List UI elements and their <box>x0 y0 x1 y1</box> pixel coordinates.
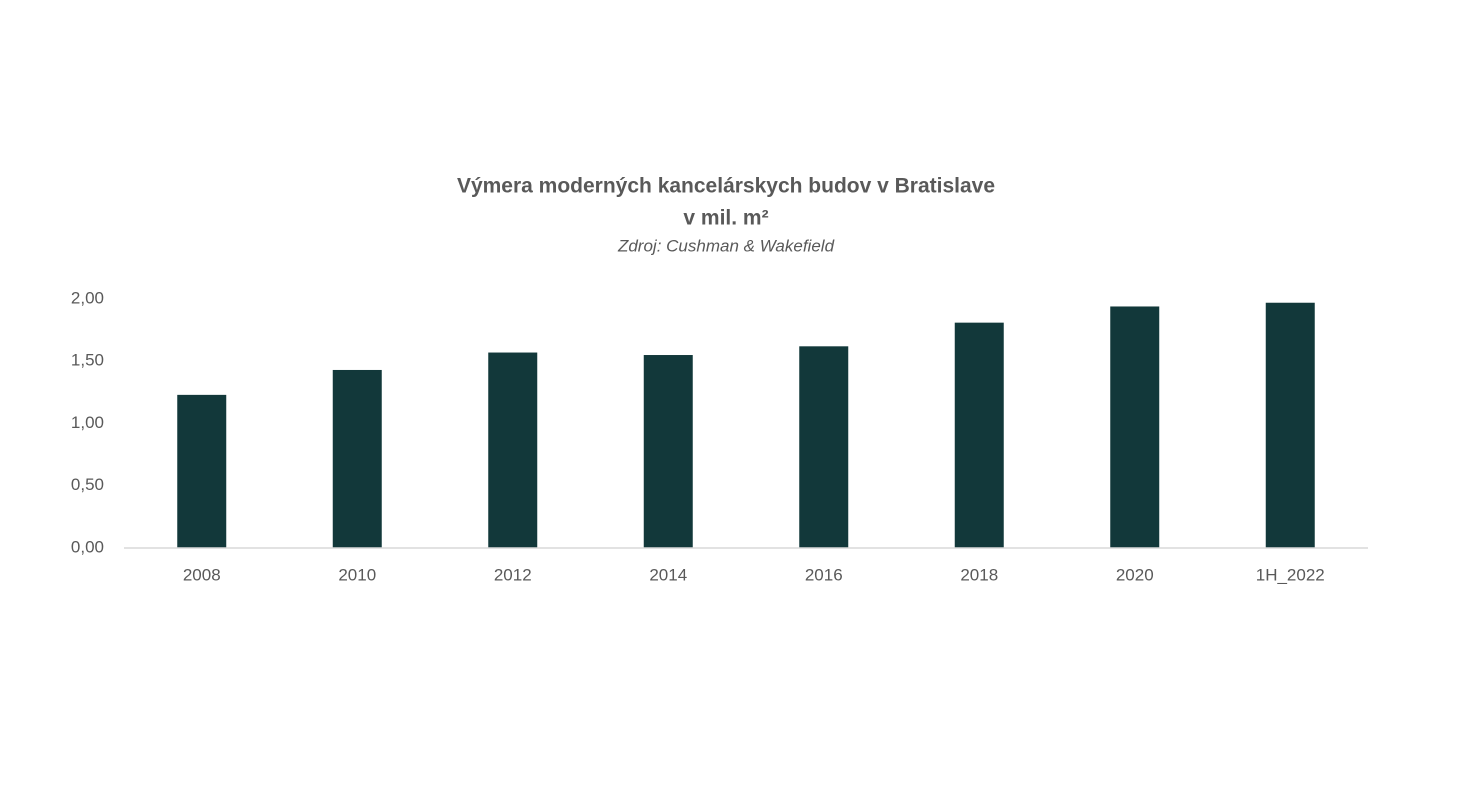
y-tick-label: 0,00 <box>71 537 104 556</box>
x-tick-label: 2010 <box>338 565 376 584</box>
bar <box>799 346 849 548</box>
bar <box>1110 306 1160 548</box>
bar <box>332 369 382 548</box>
x-tick-label: 2016 <box>805 565 843 584</box>
y-tick-label: 0,50 <box>71 475 104 494</box>
x-tick-label: 2018 <box>960 565 998 584</box>
y-tick-label: 1,00 <box>71 413 104 432</box>
y-tick-label: 1,50 <box>71 351 104 370</box>
bar <box>177 394 227 548</box>
chart-title: Výmera moderných kancelárskych budov v B… <box>457 175 995 198</box>
bar <box>954 322 1004 548</box>
chart-title: v mil. m² <box>683 207 768 230</box>
bar <box>488 352 538 548</box>
chart-source: Zdroj: Cushman & Wakefield <box>617 236 835 255</box>
y-tick-label: 2,00 <box>71 288 104 307</box>
x-tick-label: 2014 <box>649 565 687 584</box>
x-tick-label: 1H_2022 <box>1256 565 1325 584</box>
x-tick-label: 2020 <box>1116 565 1154 584</box>
bar <box>643 355 693 548</box>
x-tick-label: 2012 <box>494 565 532 584</box>
bar <box>1265 302 1315 548</box>
x-tick-label: 2008 <box>183 565 221 584</box>
